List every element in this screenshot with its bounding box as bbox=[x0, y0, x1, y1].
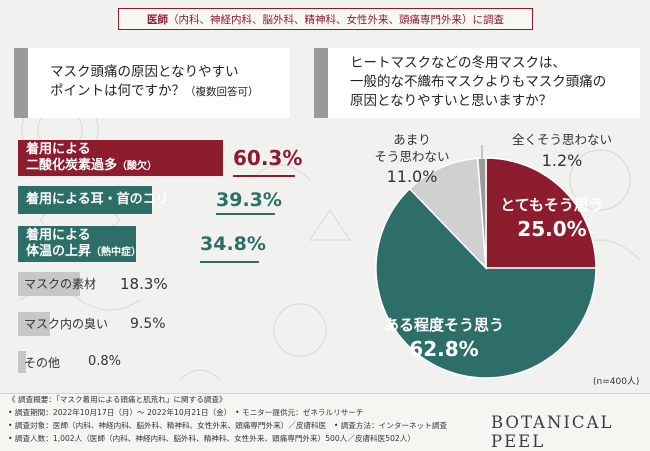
left-question-accent bbox=[14, 48, 28, 118]
header-specialties: （内科、神経内科、脳外科、精神科、女性外来、頭痛専門外来） bbox=[168, 14, 473, 26]
header-suffix: に調査 bbox=[472, 14, 505, 26]
sample-size-note: (n=400人) bbox=[593, 377, 640, 387]
pie-slice-label: 全くそう思わない 1.2% bbox=[492, 132, 632, 173]
pie-slice-label: とてもそう思う 25.0% bbox=[482, 196, 622, 243]
bar bbox=[18, 272, 92, 296]
bar-label: 着用による 体温の上昇（熱中症） bbox=[26, 228, 142, 259]
footer-line4: • 調査人数：1,002人（医師（内科、神経内科、脳外科、精神科、女性外来、頭痛… bbox=[8, 434, 415, 443]
left-question-text: マスク頭痛の原因となりやすい ポイントは何ですか？（複数回答可） bbox=[50, 63, 259, 102]
footer bbox=[0, 393, 650, 451]
pie-slice bbox=[485, 157, 597, 269]
pie-slice bbox=[375, 187, 597, 379]
left-question-line1: マスク頭痛の原因となりやすい bbox=[50, 64, 239, 80]
pie-slice-name: そう思わない bbox=[374, 148, 450, 164]
survey-header: 医師（内科、神経内科、脳外科、精神科、女性外来、頭痛専門外来）に調査 bbox=[118, 8, 533, 30]
footer-line1: 《 調査概要：「マスク着用による頭痛と肌荒れ」に関する調査》 bbox=[8, 395, 227, 404]
bar-value-label: 18.3% bbox=[120, 275, 168, 293]
right-question-text: ヒートマスクなどの冬用マスクは、 一般的な不織布マスクよりもマスク頭痛の 原因と… bbox=[350, 54, 606, 111]
bar-label: 着用による耳・首のコリ bbox=[26, 192, 169, 207]
bar-value-label: 9.5% bbox=[130, 316, 166, 332]
right-question-line1: ヒートマスクなどの冬用マスクは、 bbox=[350, 55, 566, 71]
pie-slice-label: あまり そう思わない 11.0% bbox=[342, 132, 482, 189]
bar bbox=[18, 186, 152, 214]
pie-slice-label: ある程度そう思う 62.8% bbox=[374, 316, 514, 363]
bar-value-label: 39.3% bbox=[216, 189, 282, 211]
right-question-accent bbox=[314, 48, 328, 118]
right-question-line2: 一般的な不織布マスクよりもマスク頭痛の bbox=[350, 74, 607, 90]
bar-value-label: 34.8% bbox=[200, 233, 266, 255]
bar bbox=[18, 140, 223, 176]
botanical-peel-logo: BOTANICAL PEEL bbox=[491, 413, 614, 451]
pie-slice-value: 62.8% bbox=[409, 337, 479, 361]
pie-slice-value: 25.0% bbox=[517, 217, 587, 241]
bar-value-underline bbox=[200, 261, 259, 263]
right-question-line3: 原因となりやすいと思いますか？ bbox=[350, 93, 553, 109]
left-question-line2: ポイントは何ですか？ bbox=[50, 83, 185, 99]
bar-label: マスク内の臭い bbox=[24, 317, 109, 331]
bar-value-label: 60.3% bbox=[233, 146, 303, 170]
pie-slice-value: 11.0% bbox=[386, 167, 438, 186]
footer-line3: • 調査対象：医師（内科、神経内科、脳外科、精神科、女性外来、頭痛専門外来）／皮… bbox=[8, 421, 448, 430]
pie-slice-name: ある程度そう思う bbox=[383, 316, 504, 334]
right-question-box: ヒートマスクなどの冬用マスクは、 一般的な不織布マスクよりもマスク頭痛の 原因と… bbox=[314, 48, 640, 118]
header-brand: 医師 bbox=[147, 14, 168, 26]
bar-label: 着用による 二酸化炭素過多（酸欠） bbox=[26, 142, 158, 173]
left-question-note: （複数回答可） bbox=[185, 86, 259, 98]
bar-value-underline bbox=[233, 175, 295, 177]
pie-slice bbox=[408, 157, 487, 271]
footer-line2: • 調査期間：2022年10月17日（月）〜 2022年10月21日（金） • … bbox=[8, 408, 364, 417]
pie-slice-value: 1.2% bbox=[541, 150, 583, 170]
bar-value-underline bbox=[216, 213, 275, 215]
bar bbox=[18, 312, 62, 336]
bar-value-label: 0.8% bbox=[88, 354, 122, 369]
bar-label: マスクの素材 bbox=[24, 277, 97, 291]
bar bbox=[18, 226, 136, 262]
bar-label: その他 bbox=[24, 356, 61, 370]
pie-slice-name: あまり bbox=[393, 132, 431, 147]
pie-slice-name: とてもそう思う bbox=[500, 196, 604, 214]
pie-slice-name: 全くそう思わない bbox=[511, 132, 612, 147]
bar bbox=[18, 351, 38, 373]
left-question-box: マスク頭痛の原因となりやすい ポイントは何ですか？（複数回答可） bbox=[14, 48, 290, 118]
